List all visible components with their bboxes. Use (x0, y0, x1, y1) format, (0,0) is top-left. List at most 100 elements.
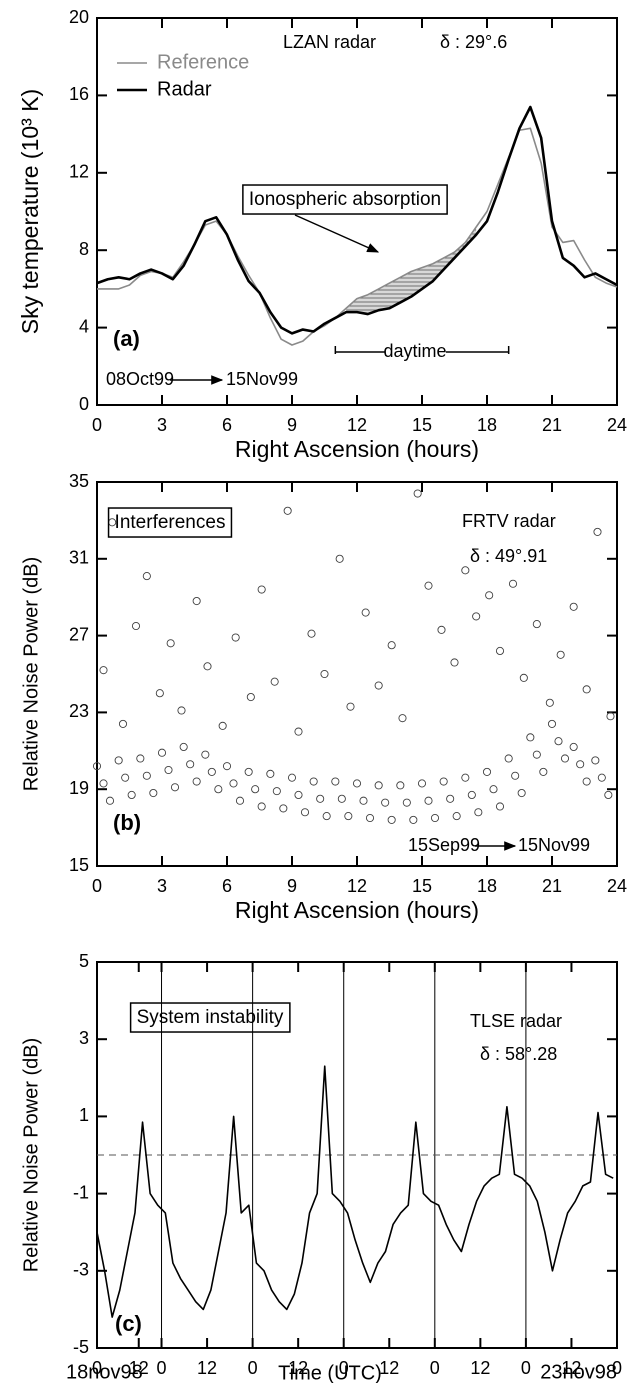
x-tick-label: 12 (470, 1358, 490, 1378)
annotation-from: 15Sep99 (408, 835, 480, 855)
x-tick-label: 3 (157, 415, 167, 435)
x-tick-label: 12 (347, 876, 367, 896)
x-tick-label: 9 (287, 876, 297, 896)
annotation-daytime: daytime (383, 341, 446, 361)
data-point (450, 658, 459, 667)
data-point (396, 781, 405, 790)
annotation-from: 08Oct99 (106, 369, 174, 389)
data-point (467, 790, 476, 800)
x-tick-label: 0 (248, 1358, 258, 1378)
legend-label: Radar (157, 78, 212, 100)
x-tick-label: 0 (92, 415, 102, 435)
data-point (316, 794, 325, 803)
annotation-panel: (a) (113, 326, 140, 351)
data-point (246, 692, 255, 702)
data-point (593, 527, 602, 536)
data-point (424, 796, 433, 805)
data-point (532, 620, 541, 629)
data-point (424, 581, 433, 590)
y-tick-label: 5 (79, 951, 89, 971)
data-point (142, 572, 151, 581)
data-point (99, 666, 108, 675)
data-point (294, 727, 303, 736)
x-tick-label: 12 (288, 1358, 308, 1378)
annotation-box (129, 1002, 291, 1033)
data-point (545, 698, 554, 707)
data-point (495, 646, 505, 656)
data-point (177, 706, 186, 715)
plot-frame (96, 17, 618, 406)
data-point (472, 612, 481, 621)
data-point (257, 802, 266, 811)
data-point (430, 813, 440, 823)
data-point (307, 629, 316, 638)
data-point (582, 685, 591, 694)
data-point (526, 733, 535, 742)
y-tick-label: 23 (69, 701, 89, 721)
annotation-from: 18nov98 (66, 1361, 143, 1383)
x-tick-label: 3 (157, 876, 167, 896)
annotation-box: Interferences (115, 512, 226, 533)
data-point (279, 804, 288, 813)
data-point (136, 754, 145, 763)
annotation-delta: δ : 49°.91 (470, 546, 547, 566)
y-tick-label: -1 (73, 1182, 89, 1202)
data-point (576, 760, 585, 769)
data-point (337, 794, 346, 803)
data-point (157, 748, 167, 757)
x-tick-label: 0 (612, 1358, 622, 1378)
data-point (482, 767, 492, 776)
data-point (569, 602, 578, 611)
x-axis-title: Right Ascension (hours) (235, 436, 479, 462)
y-tick-label: 8 (79, 239, 89, 259)
y-tick-label: 19 (69, 778, 89, 798)
data-point (387, 815, 396, 824)
data-point (170, 783, 180, 792)
y-tick-label: 20 (69, 7, 89, 27)
annotation-radar: TLSE radar (470, 1011, 562, 1031)
y-tick-label: 35 (69, 471, 89, 491)
annotation-panel: (b) (113, 810, 141, 835)
annotation-box: Ionospheric absorption (249, 189, 441, 210)
x-tick-label: 21 (542, 876, 562, 896)
data-point (361, 608, 370, 617)
legend-label: Reference (157, 51, 249, 73)
x-tick-label: 12 (197, 1358, 217, 1378)
annotation-delta: δ : 58°.28 (480, 1044, 557, 1064)
data-point (374, 781, 383, 790)
data-point (266, 769, 275, 778)
y-tick-label: -5 (73, 1337, 89, 1357)
data-point (417, 779, 427, 788)
data-point (569, 742, 578, 752)
data-point (381, 798, 390, 807)
data-point (387, 641, 396, 650)
data-point (287, 773, 297, 782)
data-line (97, 127, 618, 346)
data-point (359, 796, 368, 805)
data-point (322, 812, 331, 821)
data-point (257, 585, 266, 594)
y-tick-label: 1 (79, 1105, 89, 1125)
data-point (186, 760, 195, 769)
x-tick-label: 0 (430, 1358, 440, 1378)
data-point (461, 773, 470, 782)
data-point (504, 754, 513, 763)
annotation-box (107, 507, 233, 538)
data-point (402, 798, 411, 807)
y-tick-label: 4 (79, 316, 89, 336)
data-point (142, 771, 151, 780)
data-point (201, 750, 210, 759)
data-point (554, 737, 563, 746)
data-point (413, 489, 422, 498)
data-point (229, 779, 238, 788)
y-tick-label: 15 (69, 855, 89, 875)
x-tick-label: 6 (222, 415, 232, 435)
annotation-radar: FRTV radar (462, 511, 556, 531)
x-tick-label: 12 (379, 1358, 399, 1378)
x-tick-label: 9 (287, 415, 297, 435)
x-tick-label: 0 (521, 1358, 531, 1378)
arrow (294, 214, 380, 253)
data-point (331, 777, 340, 786)
annotation-radar: LZAN radar (283, 32, 376, 52)
